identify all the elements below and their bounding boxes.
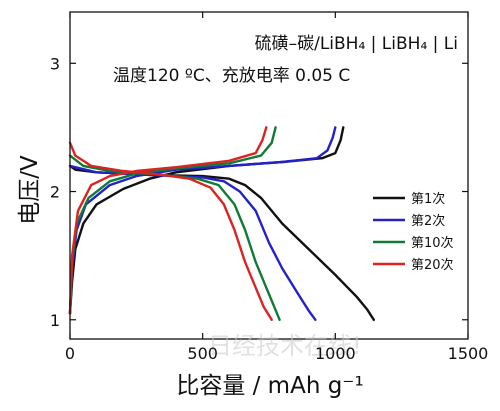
x-axis-label: 比容量 / mAh g⁻¹ — [176, 373, 363, 399]
annotation-line-1: 硫磺–碳/LiBH₄ | LiBH₄ | Li — [255, 34, 458, 54]
x-tick-label: 0 — [65, 344, 75, 363]
legend-label-2: 第2次 — [411, 213, 445, 229]
watermark: 日经技术在线! — [208, 332, 362, 360]
x-tick-label: 1000 — [315, 344, 356, 363]
y-axis-label: 电压/V — [17, 155, 43, 225]
plot-frame — [69, 11, 469, 340]
series-4-charge-line — [68, 126, 268, 315]
x-tick-label: 1500 — [448, 344, 489, 363]
series-4-discharge-line — [68, 141, 273, 321]
legend-label-3: 第10次 — [411, 235, 454, 251]
legend-label-1: 第1次 — [411, 191, 445, 207]
y-tick-label: 2 — [50, 183, 60, 202]
series-3-discharge-line — [68, 154, 281, 321]
y-tick-label: 1 — [50, 311, 60, 330]
x-tick-label: 500 — [187, 344, 218, 363]
annotation-line-2: 温度120 ºC、充放电率 0.05 C — [113, 66, 350, 86]
y-tick-label: 3 — [50, 54, 60, 73]
legend-label-4: 第20次 — [411, 257, 454, 273]
